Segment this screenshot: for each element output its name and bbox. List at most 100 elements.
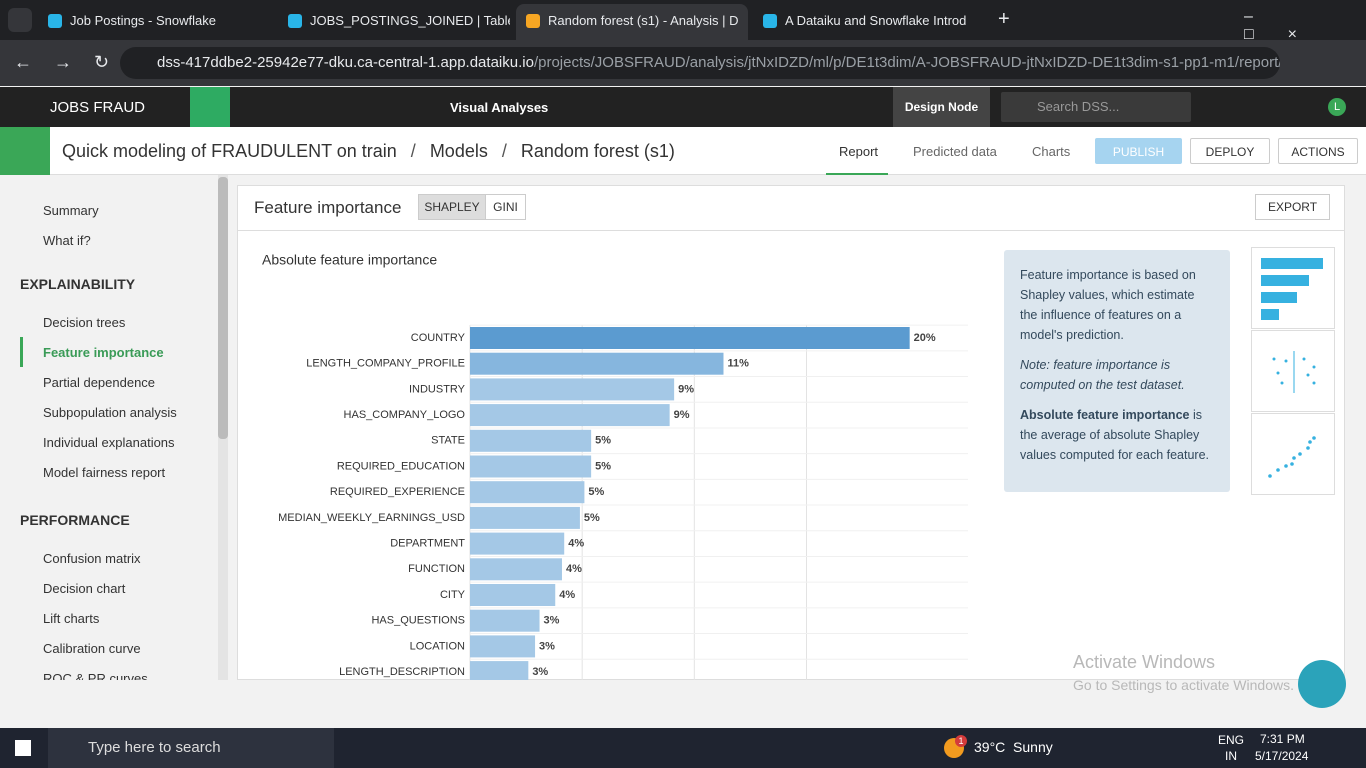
value-label: 11% xyxy=(727,358,749,370)
language[interactable]: IN xyxy=(1225,749,1237,763)
sidebar-section: EXPLAINABILITY xyxy=(20,276,136,292)
sidebar-item[interactable]: Decision chart xyxy=(43,581,126,596)
chart-thumbnail[interactable] xyxy=(1251,413,1335,495)
weather-badge: 1 xyxy=(955,735,967,747)
publish-button[interactable]: PUBLISH xyxy=(1095,138,1182,164)
design-node[interactable]: Design Node xyxy=(893,87,990,127)
export-button[interactable]: EXPORT xyxy=(1255,194,1330,220)
tab-strip: Job Postings - Snowflake JOBS_POSTINGS_J… xyxy=(0,0,1366,43)
breadcrumb-item[interactable]: Quick modeling of FRAUDULENT on train xyxy=(62,141,397,161)
tab-search[interactable] xyxy=(8,8,32,32)
breadcrumb-item[interactable]: Models xyxy=(429,141,488,161)
sidebar-item[interactable]: Model fairness report xyxy=(43,465,166,480)
sidebar: Summary What if? EXPLAINABILITY Decision tr… xyxy=(0,175,218,680)
category-label: STATE xyxy=(431,435,465,447)
category-label: INDUSTRY xyxy=(409,383,466,395)
start-button[interactable] xyxy=(15,740,31,756)
browser-tab[interactable]: Random forest (s1) - Analysis | D xyxy=(516,4,748,40)
section-name[interactable]: Visual Analyses xyxy=(450,100,549,115)
tab-title: Job Postings - Snowflake xyxy=(70,13,216,28)
bar xyxy=(470,327,910,349)
chart-thumbnail[interactable] xyxy=(1251,330,1335,412)
category-label: FUNCTION xyxy=(408,563,465,575)
taskbar: Type here to search 1 39°C Sunny ENG IN … xyxy=(0,728,1366,768)
sidebar-item[interactable]: Decision trees xyxy=(43,315,126,330)
category-label: MEDIAN_WEEKLY_EARNINGS_USD xyxy=(278,512,465,524)
category-label: HAS_QUESTIONS xyxy=(371,615,465,627)
avatar[interactable]: L xyxy=(1328,98,1346,116)
gini-toggle[interactable]: GINI xyxy=(485,194,526,220)
browser-tab[interactable]: Job Postings - Snowflake xyxy=(38,4,270,40)
deploy-button[interactable]: DEPLOY xyxy=(1190,138,1270,164)
weather[interactable]: 39°C Sunny xyxy=(974,739,1053,755)
browser-tab[interactable]: A Dataiku and Snowflake Introd xyxy=(753,4,985,40)
omnibox[interactable]: dss-417ddbe2-25942e77-dku.ca-central-1.a… xyxy=(120,47,1280,79)
clock-date[interactable]: 5/17/2024 xyxy=(1255,749,1309,763)
actions-button[interactable]: ACTIONS xyxy=(1278,138,1358,164)
value-label: 3% xyxy=(539,640,555,652)
shapley-toggle[interactable]: SHAPLEY xyxy=(418,194,486,220)
sidebar-item[interactable]: Feature importance xyxy=(43,345,164,360)
bar xyxy=(470,635,536,658)
page-tab[interactable]: Report xyxy=(839,144,879,159)
bar xyxy=(470,455,592,478)
flow-icon[interactable] xyxy=(190,87,230,127)
clock-time[interactable]: 7:31 PM xyxy=(1260,732,1305,746)
chart: Absolute feature importance COUNTRY 20% LE… xyxy=(262,252,968,680)
info-text: Absolute feature importance is the avera… xyxy=(1020,405,1214,465)
sidebar-item[interactable]: Calibration curve xyxy=(43,641,141,656)
value-label: 5% xyxy=(595,460,611,472)
info-text: is the average of absolute Shapley value… xyxy=(1020,408,1210,462)
search-box[interactable]: Search DSS... xyxy=(1001,92,1191,122)
tab-title: A Dataiku and Snowflake Introd xyxy=(785,13,967,28)
chat-button[interactable] xyxy=(1298,660,1346,708)
breadcrumb-item[interactable]: Random forest (s1) xyxy=(520,141,675,161)
category-label: LENGTH_COMPANY_PROFILE xyxy=(306,358,465,370)
active-indicator xyxy=(20,337,23,367)
category-label: DEPARTMENT xyxy=(390,538,465,550)
nav-buttons[interactable]: ←→↻ xyxy=(14,52,132,72)
sidebar-item[interactable]: Partial dependence xyxy=(43,375,156,390)
sidebar-item[interactable]: Summary xyxy=(43,203,99,218)
language[interactable]: ENG xyxy=(1218,733,1245,747)
sidebar-section: PERFORMANCE xyxy=(20,512,130,528)
value-label: 20% xyxy=(914,332,936,344)
bar xyxy=(470,429,592,452)
tab-title: Random forest (s1) - Analysis | D xyxy=(548,13,739,28)
analysis-icon xyxy=(0,127,50,175)
sidebar-item[interactable]: ROC & PR curves xyxy=(43,671,148,680)
value-label: 4% xyxy=(559,589,575,601)
scrollbar xyxy=(218,175,228,680)
sidebar-item[interactable]: Subpopulation analysis xyxy=(43,405,177,420)
bar xyxy=(470,378,675,401)
page-tab[interactable]: Predicted data xyxy=(913,144,997,159)
window-controls[interactable]: –□× xyxy=(1244,8,1332,43)
project-name[interactable]: JOBS FRAUD xyxy=(50,99,146,116)
page-tab[interactable]: Charts xyxy=(1032,144,1071,159)
value-label: 5% xyxy=(595,435,611,447)
sidebar-item[interactable]: Lift charts xyxy=(43,611,100,626)
taskbar-search[interactable]: Type here to search xyxy=(48,728,334,768)
value-label: 4% xyxy=(568,538,584,550)
sidebar-item[interactable]: What if? xyxy=(43,233,91,248)
url-host: dss-417ddbe2-25942e77-dku.ca-central-1.a… xyxy=(157,54,534,71)
value-label: 9% xyxy=(674,409,690,421)
value-label: 5% xyxy=(584,512,600,524)
chart-thumbnail[interactable] xyxy=(1251,247,1335,329)
bar xyxy=(470,661,529,680)
info-bold: Absolute feature importance xyxy=(1020,408,1190,422)
value-label: 9% xyxy=(678,383,694,395)
sidebar-item[interactable]: Individual explanations xyxy=(43,435,175,450)
category-label: HAS_COMPANY_LOGO xyxy=(344,409,466,421)
sidebar-item[interactable]: Confusion matrix xyxy=(43,551,141,566)
bar xyxy=(470,506,580,529)
new-tab[interactable]: + xyxy=(998,8,1010,30)
browser-tab[interactable]: JOBS_POSTINGS_JOINED | Table xyxy=(278,4,510,40)
bar xyxy=(470,404,670,427)
value-label: 3% xyxy=(532,666,548,678)
bar xyxy=(470,584,556,606)
value-label: 4% xyxy=(566,563,582,575)
info-note: Note: feature importance is computed on … xyxy=(1020,358,1185,392)
breadcrumb: Quick modeling of FRAUDULENT on train / Mo… xyxy=(62,141,675,162)
